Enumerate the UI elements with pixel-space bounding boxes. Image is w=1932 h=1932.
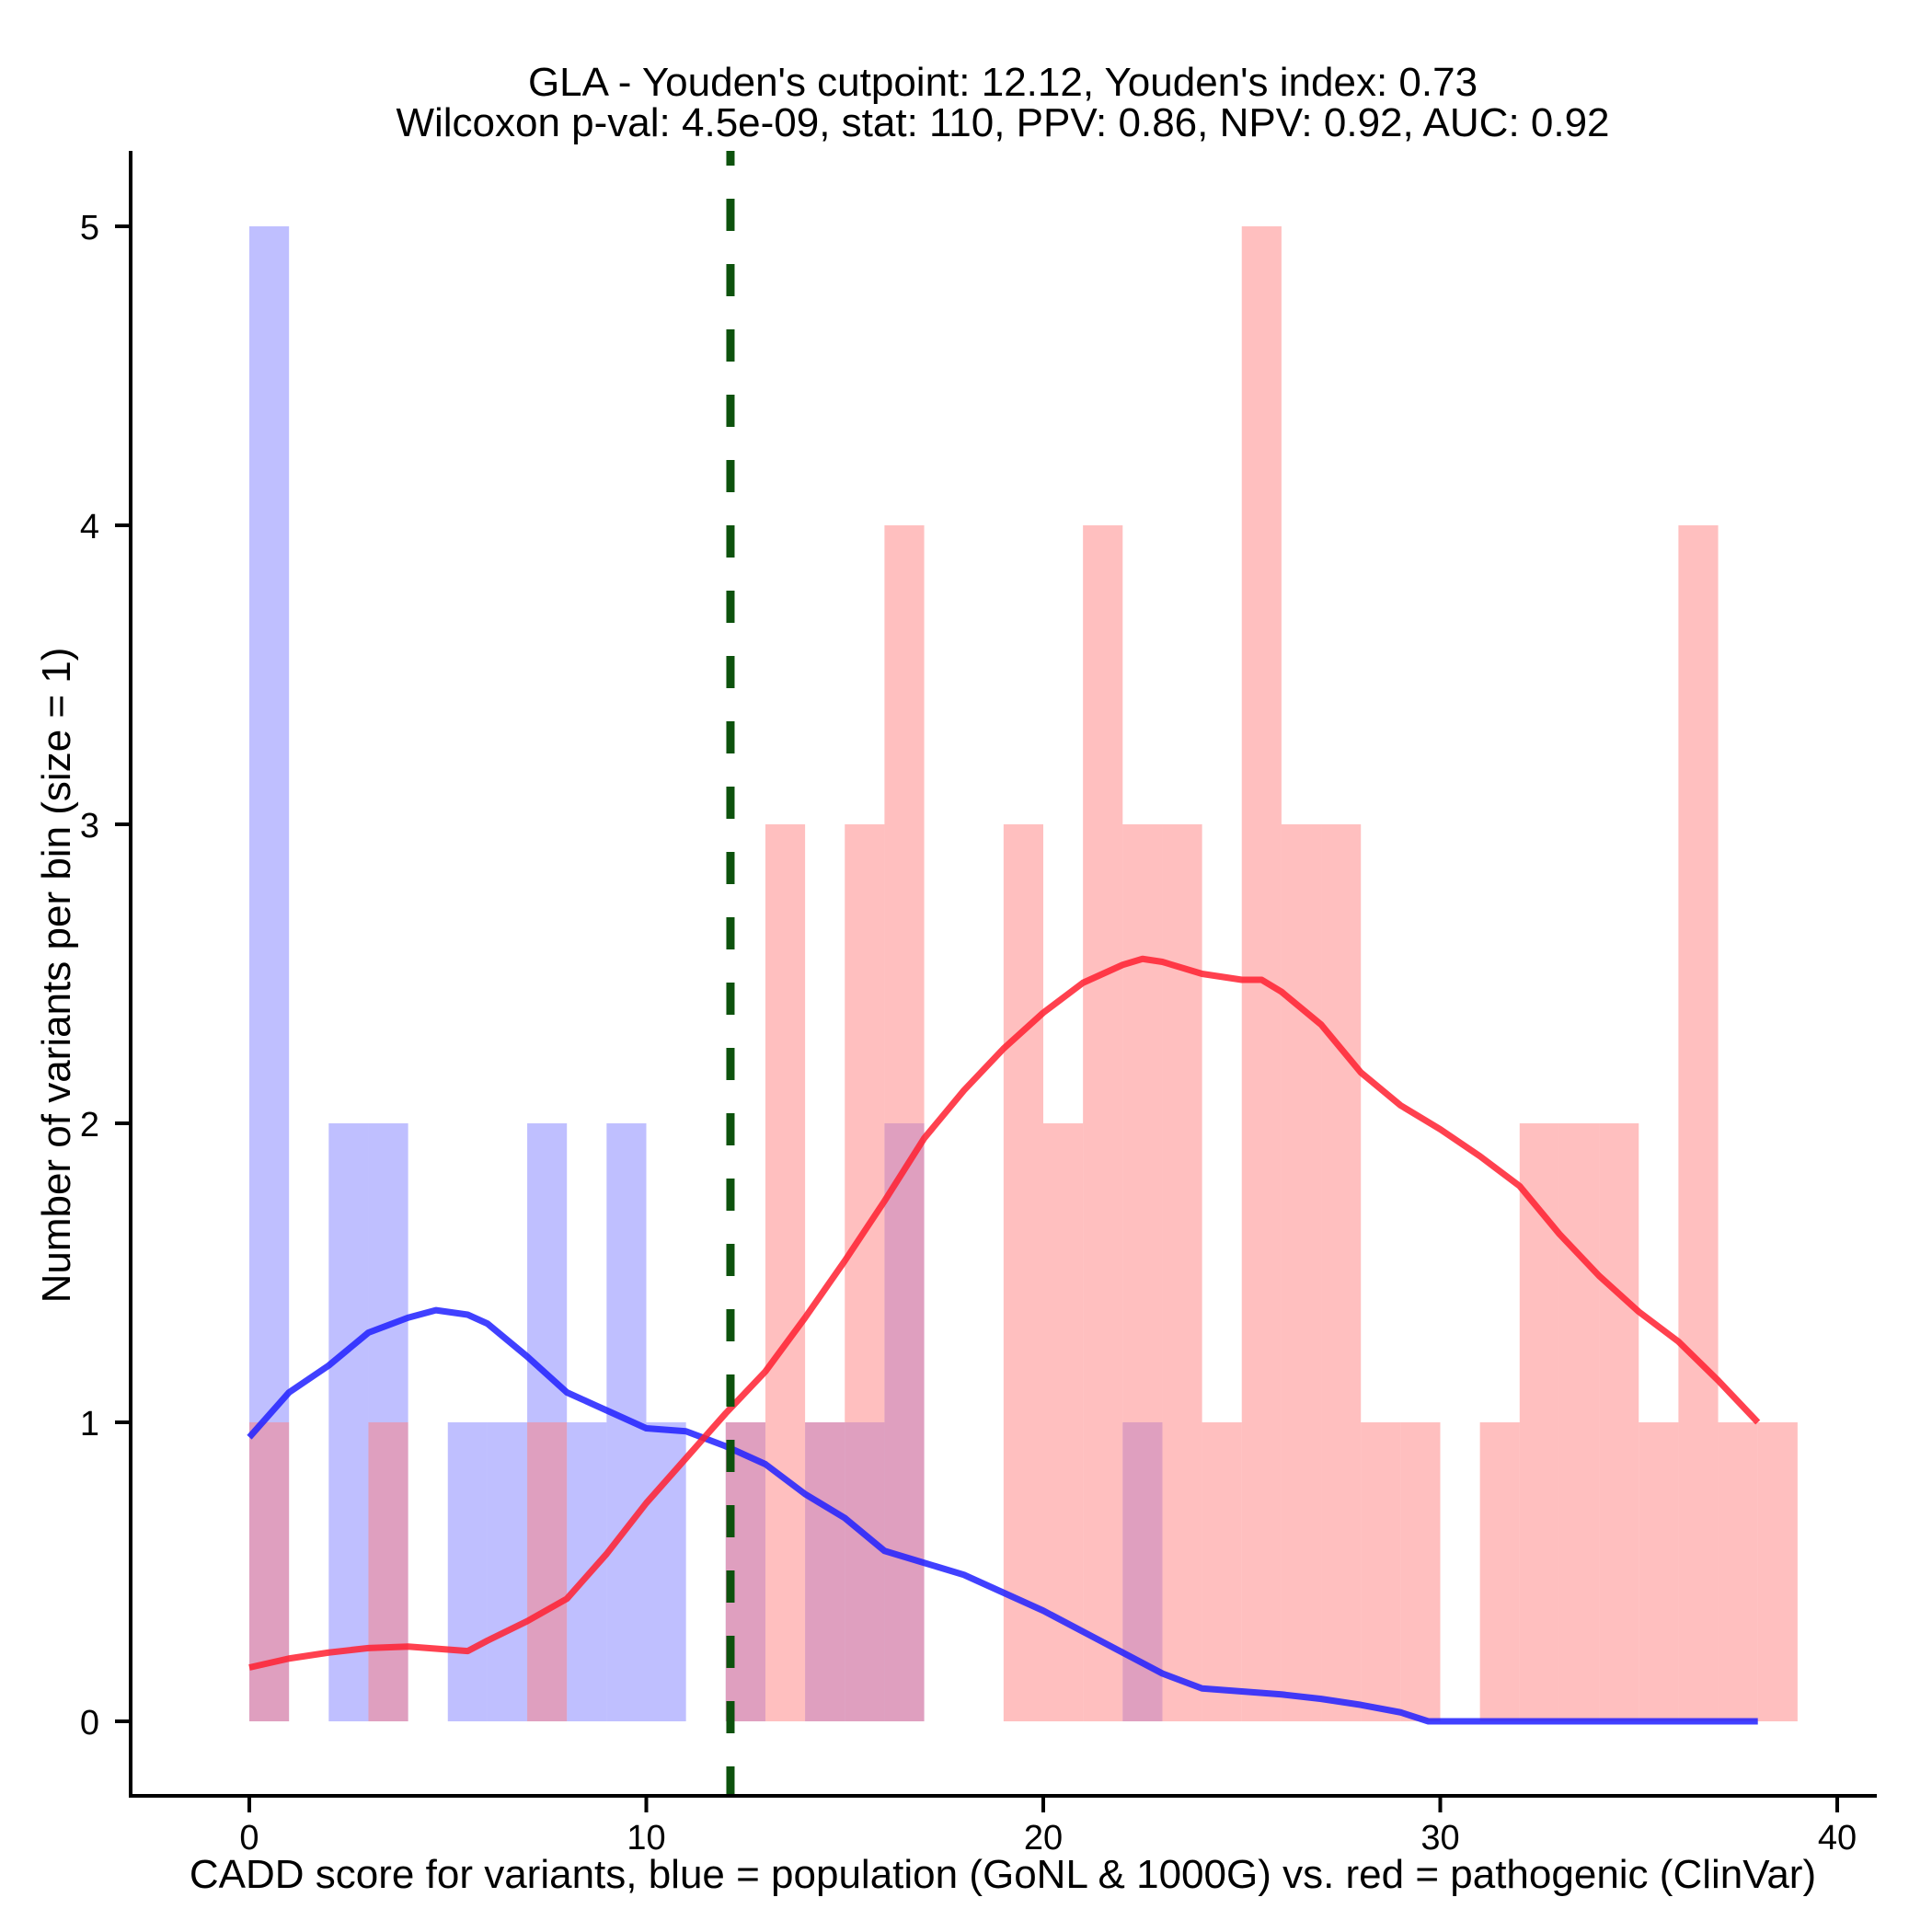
y-axis-ticks: 0 1 2 3 4 5 <box>80 209 131 1742</box>
pathogenic-bar <box>368 1422 408 1721</box>
population-bar <box>487 1422 528 1721</box>
population-bar <box>447 1422 488 1721</box>
pathogenic-bar <box>845 824 885 1721</box>
y-tick-label: 0 <box>80 1704 99 1742</box>
pathogenic-bar <box>1718 1422 1758 1721</box>
axes: 0 1 2 3 4 5 0 10 20 30 40 <box>80 151 1877 1857</box>
pathogenic-bar <box>884 525 925 1721</box>
pathogenic-histogram <box>249 226 1798 1721</box>
pathogenic-bar <box>1599 1123 1639 1721</box>
density-curves <box>247 955 1761 1725</box>
population-bar <box>646 1422 686 1721</box>
pathogenic-bar <box>1400 1422 1441 1721</box>
y-tick-label: 1 <box>80 1405 99 1443</box>
x-tick-label: 0 <box>239 1819 259 1857</box>
y-tick-label: 3 <box>80 807 99 845</box>
pathogenic-bar <box>805 1422 845 1721</box>
population-bar <box>328 1123 369 1721</box>
pathogenic-bar <box>1202 1422 1242 1721</box>
y-tick-label: 5 <box>80 209 99 247</box>
y-axis-label: Number of variants per bin (size = 1) <box>34 648 79 1304</box>
x-axis-label: CADD score for variants, blue = populati… <box>190 1852 1816 1897</box>
pathogenic-bar <box>1083 525 1123 1721</box>
x-tick-label: 10 <box>627 1819 665 1857</box>
pathogenic-density-line <box>248 955 1761 1671</box>
x-tick-label: 20 <box>1024 1819 1063 1857</box>
y-tick-label: 2 <box>80 1106 99 1144</box>
pathogenic-bar <box>1757 1422 1798 1721</box>
chart-title-line-2: Wilcoxon p-val: 4.5e-09, stat: 110, PPV:… <box>396 100 1609 145</box>
pathogenic-bar <box>1678 525 1719 1721</box>
pathogenic-bar <box>765 824 806 1721</box>
x-tick-label: 40 <box>1818 1819 1857 1857</box>
population-density-line <box>247 1306 1758 1725</box>
pathogenic-bar <box>1122 824 1163 1721</box>
pathogenic-bar <box>1639 1422 1679 1721</box>
chart-title: GLA - Youden's cutpoint: 12.12, Youden's… <box>396 60 1609 145</box>
pathogenic-bar <box>1241 226 1282 1721</box>
pathogenic-bar <box>1281 824 1322 1721</box>
pathogenic-bar <box>1162 824 1202 1721</box>
pathogenic-bar <box>249 1422 290 1721</box>
pathogenic-bar <box>1321 824 1362 1721</box>
pathogenic-bar <box>1361 1422 1401 1721</box>
x-tick-label: 30 <box>1420 1819 1459 1857</box>
pathogenic-bar <box>1479 1422 1520 1721</box>
pathogenic-bar <box>1003 824 1043 1721</box>
chart-title-line-1: GLA - Youden's cutpoint: 12.12, Youden's… <box>528 60 1478 105</box>
pathogenic-bar <box>1558 1123 1600 1721</box>
x-axis-ticks: 0 10 20 30 40 <box>239 1796 1857 1857</box>
pathogenic-bar <box>527 1422 568 1721</box>
y-tick-label: 4 <box>80 508 99 546</box>
